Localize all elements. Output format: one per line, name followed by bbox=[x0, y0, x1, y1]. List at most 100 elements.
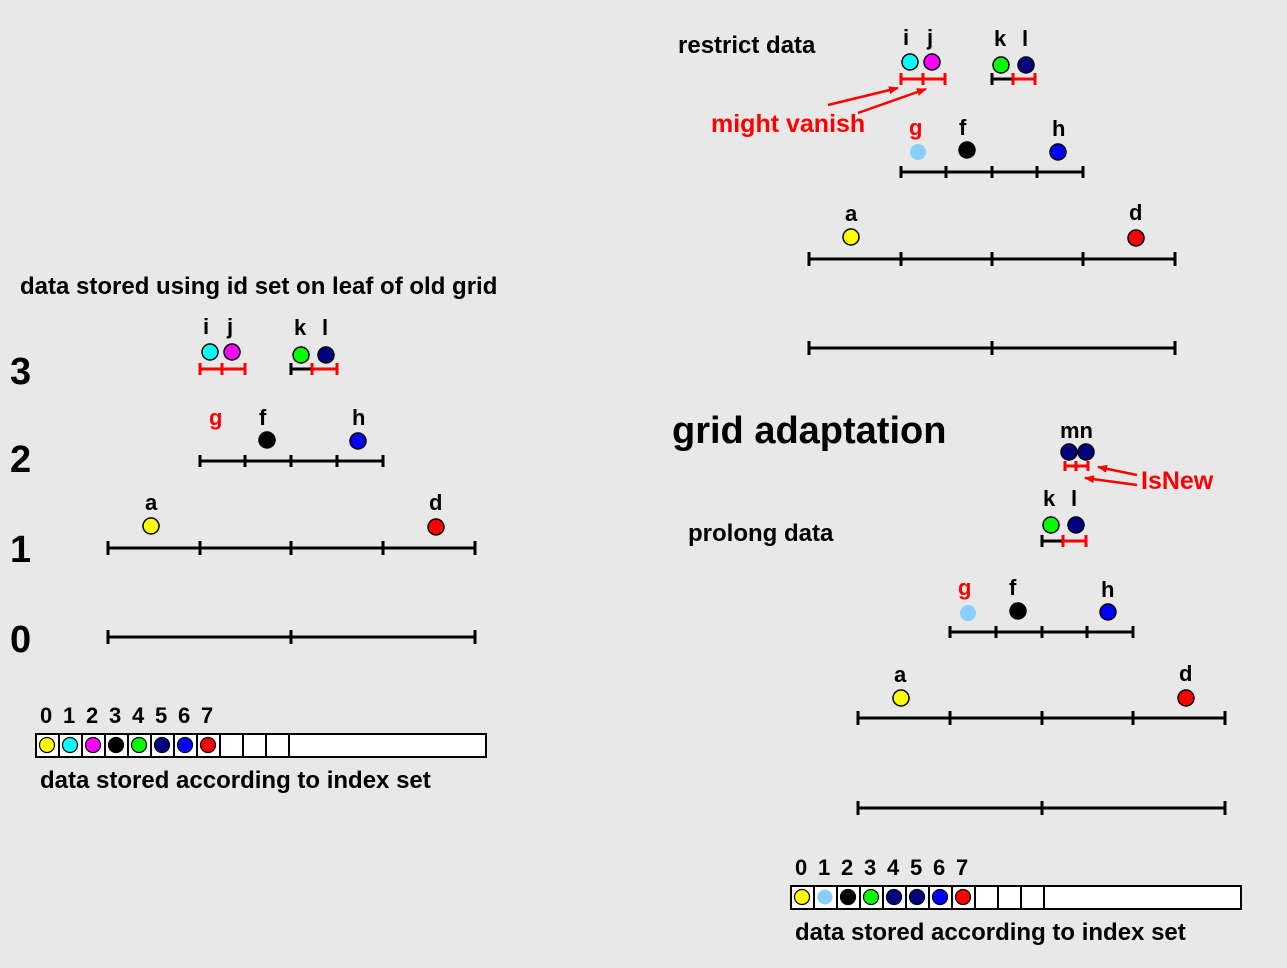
rb-label-a: a bbox=[894, 662, 907, 687]
left-array-cell-7 bbox=[199, 736, 217, 754]
rb-label-d: d bbox=[1179, 661, 1192, 686]
grid-adaptation-title: grid adaptation bbox=[672, 410, 946, 452]
rb-label-l: l bbox=[1071, 486, 1077, 511]
prolong-label: prolong data bbox=[688, 520, 834, 547]
label-i: i bbox=[203, 314, 209, 339]
right-array-cell-1 bbox=[817, 889, 833, 905]
rt-point-f bbox=[958, 141, 976, 159]
right-array-cell-5 bbox=[908, 888, 926, 906]
point-k bbox=[292, 346, 310, 364]
label-f: f bbox=[259, 405, 267, 430]
point-j bbox=[223, 343, 241, 361]
rt-label-i: i bbox=[903, 25, 909, 50]
right-top-level-0-grid bbox=[807, 341, 1177, 355]
label-a: a bbox=[145, 490, 158, 515]
rb-point-a bbox=[892, 689, 910, 707]
right-array-caption: data stored according to index set bbox=[795, 919, 1186, 946]
rt-label-f: f bbox=[959, 115, 967, 140]
rb-label-k: k bbox=[1043, 486, 1056, 511]
left-array-index-6: 6 bbox=[178, 703, 190, 728]
label-g: g bbox=[209, 405, 222, 430]
left-array-caption: data stored according to index set bbox=[40, 767, 431, 794]
right-array-index-1: 1 bbox=[818, 855, 830, 880]
rb-label-h: h bbox=[1101, 577, 1114, 602]
rb-point-d bbox=[1177, 689, 1195, 707]
rt-label-a: a bbox=[845, 201, 858, 226]
might-vanish-arrow-2 bbox=[857, 87, 927, 115]
rb-point-m bbox=[1060, 443, 1078, 461]
left-array-index-3: 3 bbox=[109, 703, 121, 728]
point-a bbox=[142, 517, 160, 535]
right-array-index-7: 7 bbox=[956, 855, 968, 880]
right-bottom-level-4-grid bbox=[1063, 461, 1090, 471]
point-d bbox=[427, 518, 445, 536]
left-array-index-7: 7 bbox=[201, 703, 213, 728]
left-heading: data stored using id set on leaf of old … bbox=[20, 273, 497, 300]
might-vanish-arrow-1 bbox=[827, 86, 899, 107]
rb-point-l bbox=[1067, 516, 1085, 534]
right-array-index-2: 2 bbox=[841, 855, 853, 880]
left-level-1-grid bbox=[106, 541, 477, 555]
level-2-label: 2 bbox=[10, 439, 31, 481]
rt-label-h: h bbox=[1052, 116, 1065, 141]
point-h bbox=[349, 432, 367, 450]
right-array-cell-3 bbox=[862, 888, 880, 906]
right-top-level-2-grid bbox=[899, 166, 1085, 178]
right-index-array bbox=[790, 885, 1242, 910]
right-bottom-level-1-grid bbox=[856, 711, 1227, 725]
right-bottom-level-3-grid bbox=[1040, 535, 1088, 547]
label-k: k bbox=[294, 315, 307, 340]
point-i bbox=[201, 343, 219, 361]
rt-point-i bbox=[901, 53, 919, 71]
left-index-array bbox=[35, 733, 487, 758]
rt-point-k bbox=[992, 56, 1010, 74]
level-1-label: 1 bbox=[10, 529, 31, 571]
right-array-index-3: 3 bbox=[864, 855, 876, 880]
label-d: d bbox=[429, 490, 442, 515]
rt-label-d: d bbox=[1129, 200, 1142, 225]
left-array-cell-6 bbox=[176, 736, 194, 754]
left-array-cell-2 bbox=[84, 736, 102, 754]
left-array-index-0: 0 bbox=[40, 703, 52, 728]
right-array-cell-6 bbox=[931, 888, 949, 906]
rt-point-a bbox=[842, 228, 860, 246]
right-array-index-6: 6 bbox=[933, 855, 945, 880]
level-3-label: 3 bbox=[10, 351, 31, 393]
left-array-cell-0 bbox=[38, 736, 56, 754]
rb-point-f bbox=[1009, 602, 1027, 620]
left-array-cell-4 bbox=[130, 736, 148, 754]
left-array-index-5: 5 bbox=[155, 703, 167, 728]
right-bottom-level-2-grid bbox=[948, 626, 1135, 638]
level-0-label: 0 bbox=[10, 619, 31, 661]
rb-point-k bbox=[1042, 516, 1060, 534]
left-array-cell-3 bbox=[107, 736, 125, 754]
right-top-level-3-grid bbox=[899, 73, 1037, 85]
restrict-label: restrict data bbox=[678, 32, 816, 59]
rt-label-l: l bbox=[1022, 26, 1028, 51]
rt-point-l bbox=[1017, 56, 1035, 74]
isnew-arrow-2 bbox=[1084, 475, 1138, 487]
left-array-index-2: 2 bbox=[86, 703, 98, 728]
right-bottom-points bbox=[892, 443, 1195, 707]
rt-point-h bbox=[1049, 143, 1067, 161]
right-array-index-5: 5 bbox=[910, 855, 922, 880]
rb-label-g: g bbox=[958, 575, 971, 600]
left-array-cell-5 bbox=[153, 736, 171, 754]
rt-label-g: g bbox=[909, 115, 922, 140]
rb-point-h bbox=[1099, 603, 1117, 621]
left-array-cell-1 bbox=[61, 736, 79, 754]
rt-label-j: j bbox=[926, 25, 933, 50]
right-array-cell-0 bbox=[793, 888, 811, 906]
rb-label-mn: mn bbox=[1060, 418, 1093, 443]
isnew-label: IsNew bbox=[1141, 467, 1214, 495]
rb-point-g bbox=[960, 605, 976, 621]
right-array-cell-4 bbox=[885, 888, 903, 906]
rt-label-k: k bbox=[994, 26, 1007, 51]
right-array-index-4: 4 bbox=[887, 855, 900, 880]
point-l bbox=[317, 346, 335, 364]
right-array-cell-2 bbox=[839, 888, 857, 906]
right-bottom-level-0-grid bbox=[856, 801, 1227, 815]
left-array-index-4: 4 bbox=[132, 703, 145, 728]
might-vanish-label: might vanish bbox=[711, 110, 865, 138]
label-j: j bbox=[226, 314, 233, 339]
